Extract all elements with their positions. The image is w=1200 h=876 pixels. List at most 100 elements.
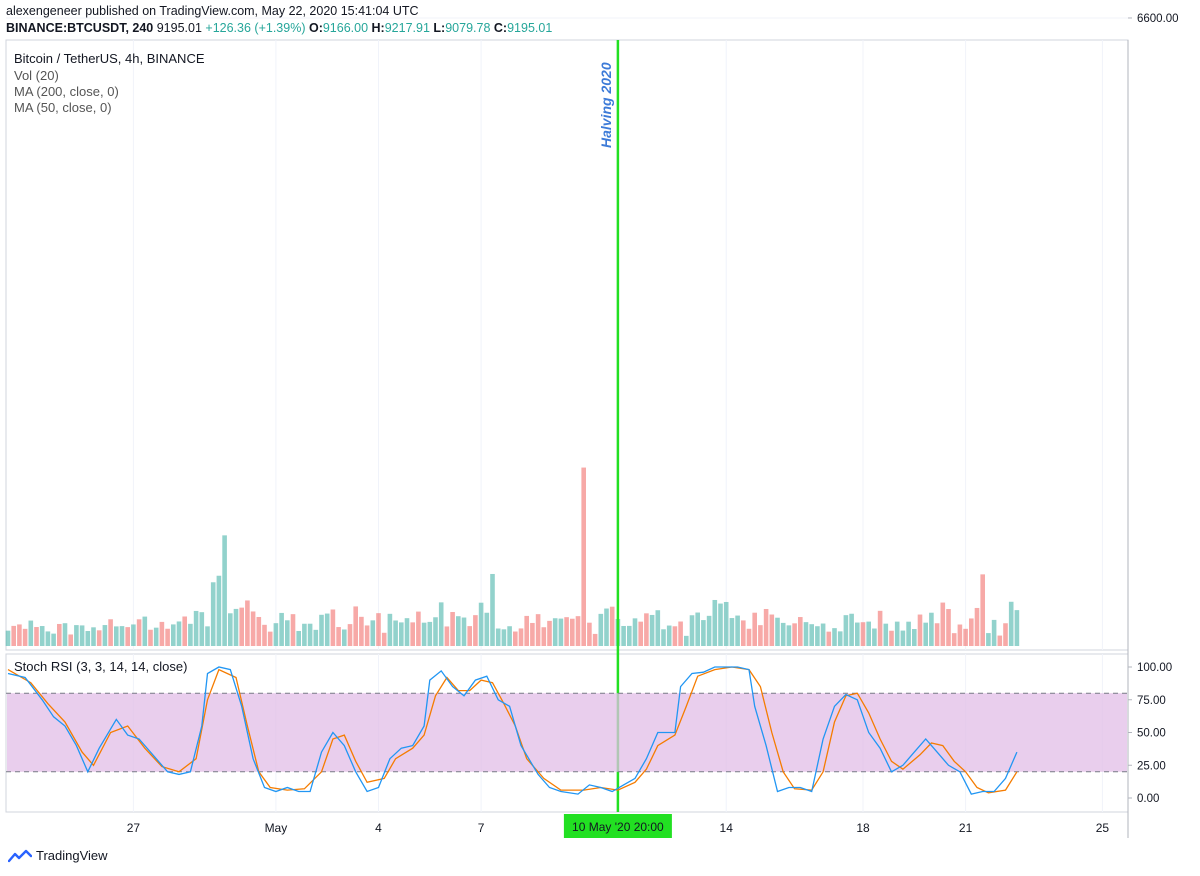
volume-bar	[758, 625, 763, 646]
volume-bar	[552, 618, 558, 646]
volume-bar	[245, 600, 250, 646]
volume-bar	[530, 622, 535, 646]
volume-bar	[85, 631, 91, 646]
volume-bar	[205, 626, 210, 646]
volume-bar	[883, 623, 889, 646]
volume-bar	[752, 612, 757, 646]
volume-bar	[786, 625, 792, 646]
volume-bar	[125, 627, 130, 646]
volume-bar	[34, 627, 39, 646]
volume-bar	[131, 624, 136, 646]
close-label: C:	[493, 21, 508, 35]
volume-bar	[969, 618, 974, 646]
volume-bar	[148, 629, 153, 646]
volume-bar	[575, 616, 581, 646]
halving-date-tag	[563, 814, 672, 838]
volume-bar	[427, 621, 433, 646]
volume-bar	[832, 628, 837, 646]
volume-bar	[780, 622, 786, 646]
volume-bar	[1014, 610, 1020, 646]
volume-bar	[872, 628, 877, 646]
low-value: 9079.78	[445, 21, 491, 35]
volume-bar	[877, 610, 883, 646]
volume-bar	[188, 623, 193, 646]
volume-bar	[649, 614, 655, 646]
volume-bar	[763, 608, 769, 646]
volume-bar	[387, 613, 393, 646]
halving-date-label: 10 May '20 20:00	[572, 820, 664, 834]
volume-bar	[809, 624, 814, 646]
volume-bar	[142, 616, 148, 646]
volume-bar	[74, 625, 79, 646]
volume-bar	[951, 633, 957, 646]
volume-bar	[114, 626, 119, 646]
volume-bar	[193, 610, 199, 646]
volume-bar	[889, 630, 894, 646]
volume-bar	[627, 625, 632, 646]
halving-label: Halving 2020	[598, 62, 614, 148]
x-tick-label: 25	[1096, 821, 1110, 835]
volume-bar	[798, 617, 803, 646]
volume-bar	[507, 626, 512, 646]
footer-brand: TradingView	[36, 848, 108, 863]
volume-bar	[473, 615, 478, 646]
volume-bar	[547, 620, 552, 646]
volume-bar	[68, 634, 73, 646]
volume-bar	[598, 613, 604, 646]
volume-bar	[290, 614, 296, 646]
volume-bar	[906, 621, 911, 646]
stoch-band	[7, 693, 1127, 772]
volume-bar	[228, 613, 233, 646]
volume-bar	[638, 621, 643, 646]
volume-bar	[199, 612, 205, 646]
volume-bar	[267, 631, 273, 646]
publisher-line: alexengeneer published on TradingView.co…	[6, 4, 419, 18]
x-tick-label: 7	[478, 821, 485, 835]
volume-bar	[524, 615, 529, 646]
volume-bar	[216, 575, 222, 646]
open-label: O:	[308, 21, 323, 35]
volume-bar	[900, 630, 906, 646]
volume-bar	[336, 627, 341, 646]
volume-bar	[666, 625, 672, 646]
volume-bar	[22, 628, 28, 646]
volume-bar	[501, 629, 507, 646]
volume-bar	[815, 626, 820, 646]
volume-bar	[706, 615, 712, 646]
volume-bar	[661, 629, 666, 646]
volume-bar	[342, 629, 347, 646]
volume-bar	[866, 621, 871, 646]
volume-bar	[604, 608, 609, 646]
legend-entry: Vol (20)	[14, 68, 59, 83]
volume-bar	[592, 633, 598, 646]
volume-bar	[302, 623, 307, 646]
legend-entry: MA (200, close, 0)	[14, 84, 119, 99]
volume-bar	[416, 611, 421, 646]
volume-bar	[826, 631, 832, 646]
volume-bar	[621, 625, 626, 646]
volume-bar	[490, 573, 495, 646]
volume-bar	[45, 631, 51, 646]
volume-bar	[57, 623, 62, 646]
x-tick-label: 4	[375, 821, 382, 835]
volume-bar	[1008, 601, 1014, 646]
volume-bar	[17, 624, 22, 646]
volume-bar	[353, 606, 358, 646]
volume-bar	[609, 606, 615, 646]
volume-bar	[285, 620, 290, 646]
volume-bar	[119, 626, 125, 646]
volume-bar	[438, 602, 444, 646]
volume-bar	[940, 602, 946, 646]
volume-bar	[957, 624, 963, 646]
volume-bar	[980, 574, 985, 646]
stoch-title: Stoch RSI (3, 3, 14, 14, close)	[14, 659, 187, 674]
volume-bar	[319, 614, 324, 646]
volume-bar	[347, 624, 353, 646]
volume-bar	[923, 622, 928, 646]
volume-bar	[587, 622, 592, 646]
volume-bar	[689, 615, 695, 646]
volume-bar	[792, 623, 797, 646]
volume-bar	[803, 622, 809, 646]
x-tick-label: May	[265, 821, 288, 835]
